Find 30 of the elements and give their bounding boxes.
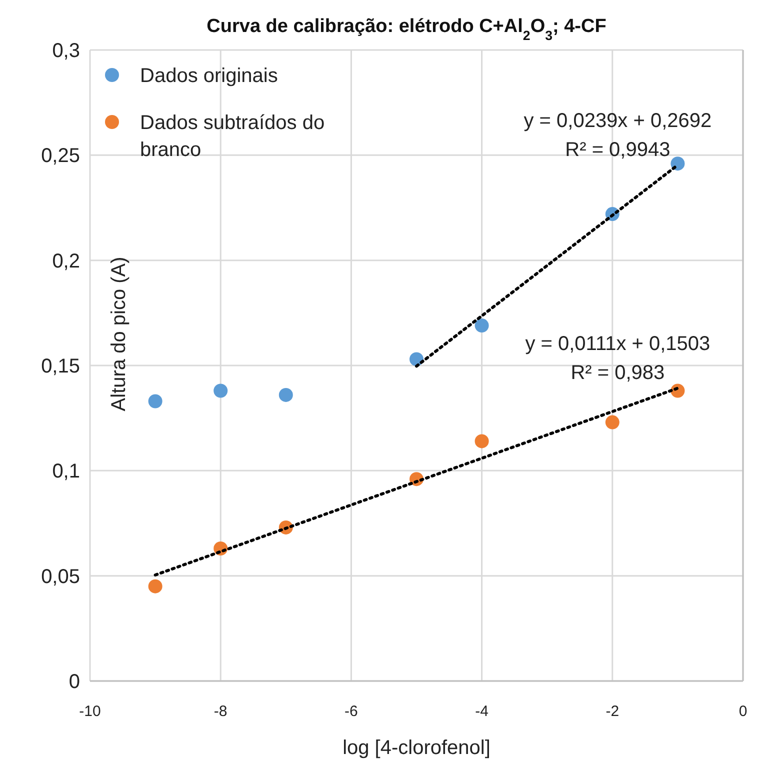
point bbox=[474, 434, 489, 448]
annotation: y = 0,0239x + 0,2692 bbox=[524, 110, 712, 132]
legend-label: Dados originais bbox=[140, 65, 278, 87]
x-axis-title: log [4-clorofenol] bbox=[342, 737, 490, 759]
annotation: R² = 0,9943 bbox=[565, 139, 670, 162]
y-axis-title: Altura do pico (A) bbox=[108, 256, 130, 412]
y-tick-label: 0,2 bbox=[52, 250, 80, 272]
x-tick-label: -4 bbox=[475, 703, 488, 720]
annotation: R² = 0,983 bbox=[570, 362, 665, 384]
point bbox=[670, 156, 685, 171]
chart-title: Curva de calibração: elétrodo C+Al$_{2}$O$_{3}$; 4-CF bbox=[206, 16, 606, 42]
point bbox=[148, 579, 162, 594]
point bbox=[278, 388, 293, 402]
annotation: y = 0,0111x + 0,1503 bbox=[525, 333, 710, 356]
x-tick-label: -10 bbox=[79, 703, 101, 720]
y-tick-label: 0,1 bbox=[52, 460, 80, 483]
x-tick-label: -8 bbox=[214, 703, 228, 720]
x-tick-label: 0 bbox=[738, 703, 748, 720]
x-tick-label: -2 bbox=[606, 703, 620, 720]
x-tick-label: -6 bbox=[344, 703, 358, 720]
legend-label: Dados subtraídos do branco bbox=[140, 112, 325, 161]
point bbox=[605, 415, 620, 430]
point bbox=[214, 384, 228, 398]
point bbox=[148, 394, 162, 408]
y-tick-label: 0,15 bbox=[41, 356, 80, 378]
y-tick-label: 0,3 bbox=[52, 40, 80, 62]
y-tick-label: 0 bbox=[68, 671, 80, 693]
point bbox=[474, 318, 489, 333]
y-tick-label: 0,25 bbox=[41, 145, 80, 168]
y-tick-label: 0,05 bbox=[41, 566, 80, 588]
